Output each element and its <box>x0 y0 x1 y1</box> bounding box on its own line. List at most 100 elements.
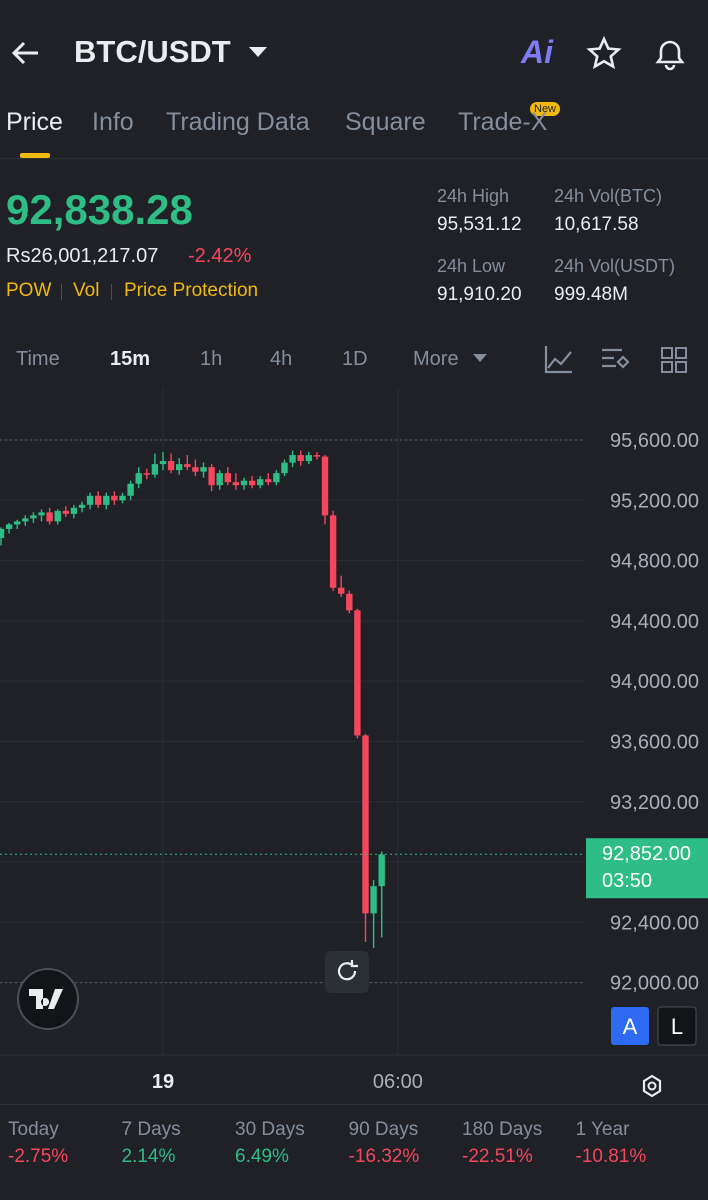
pair-dropdown[interactable] <box>248 45 268 59</box>
scale-button-label: L <box>671 1014 683 1039</box>
candle-body <box>176 464 183 471</box>
y-tick-label: 94,400.00 <box>610 611 699 633</box>
interval[interactable]: 1D <box>342 348 368 370</box>
tab-indicator <box>20 153 50 158</box>
chart-tools[interactable] <box>544 344 694 376</box>
candle-body <box>46 512 53 522</box>
y-tick-label: 92,400.00 <box>610 912 699 934</box>
tradingview-logo <box>17 968 79 1030</box>
interval[interactable]: More <box>413 348 459 370</box>
candle-body <box>257 479 264 486</box>
y-tick-label: 93,600.00 <box>610 731 699 753</box>
stat-value: 10,617.58 <box>554 214 639 235</box>
candle-body <box>265 479 272 483</box>
candle-body <box>321 456 329 516</box>
candle-body <box>135 473 142 484</box>
settings-icon <box>642 1074 662 1098</box>
candle-body <box>95 495 102 505</box>
tab[interactable]: Info <box>92 108 134 136</box>
candle-body <box>22 518 29 522</box>
candle-body <box>111 495 118 501</box>
candle-body <box>208 467 215 486</box>
stat-label: 24h Vol(BTC) <box>554 186 663 206</box>
interval[interactable]: 1h <box>200 348 223 370</box>
alert-button[interactable] <box>652 36 688 72</box>
period-label: 30 Days <box>235 1119 305 1140</box>
candlestick-chart: 92,000.0092,400.0092,800.0093,200.0093,6… <box>0 388 708 1108</box>
tab[interactable]: Square <box>345 108 426 136</box>
candle-body <box>289 455 296 463</box>
more-caret[interactable] <box>473 354 487 362</box>
tab[interactable]: Trading Data <box>166 108 310 136</box>
period-change: 6.49% <box>235 1146 289 1167</box>
candle-body <box>30 515 37 519</box>
candle-body <box>192 467 199 472</box>
candle-body <box>378 854 385 887</box>
logo-mark <box>29 989 63 1009</box>
period-label: 7 Days <box>121 1119 181 1140</box>
period-change: -16.32% <box>348 1146 420 1167</box>
tab[interactable]: Trade-X <box>458 108 548 136</box>
candle-body <box>248 480 256 486</box>
candle-body <box>329 515 337 588</box>
candle-body <box>78 504 86 508</box>
candle-body <box>62 510 69 514</box>
candle-body <box>338 587 345 594</box>
candle-body <box>200 467 207 472</box>
favorite-button[interactable] <box>586 36 622 70</box>
candle-body <box>70 507 78 514</box>
back-button[interactable] <box>10 38 42 68</box>
candle-body <box>362 735 369 914</box>
candle-body <box>103 495 110 505</box>
y-tick-label: 94,000.00 <box>610 671 699 693</box>
candle-body <box>143 473 150 475</box>
countdown: 03:50 <box>602 870 652 892</box>
ai-button[interactable]: Ai <box>521 34 553 70</box>
pair-title[interactable]: BTC/USDT <box>74 34 231 69</box>
logo-circle <box>17 968 79 1030</box>
y-tick-label: 94,800.00 <box>610 551 699 573</box>
fiat-price: Rs26,001,217.07 <box>6 245 159 267</box>
reset-button <box>325 951 369 993</box>
last-price-box <box>586 838 708 899</box>
tab[interactable]: Price <box>6 108 63 136</box>
candle-body <box>151 464 159 475</box>
x-tick-label: 19 <box>152 1071 174 1093</box>
candle-body <box>305 455 312 462</box>
candle-body <box>354 610 361 736</box>
scale-button[interactable] <box>611 1007 649 1045</box>
y-tick-label: 95,200.00 <box>610 490 699 512</box>
candle-body <box>216 473 223 486</box>
last-price-label: 92,852.00 <box>602 843 691 865</box>
y-tick-label: 93,200.00 <box>610 792 699 814</box>
tag-sep <box>111 284 112 300</box>
tag[interactable]: Vol <box>73 280 100 301</box>
stat-label: 24h Low <box>437 256 506 276</box>
tag[interactable]: Price Protection <box>124 280 259 301</box>
candle-body <box>281 462 288 474</box>
candle-body <box>5 524 13 529</box>
candle-body <box>167 461 175 471</box>
candle-body <box>0 528 5 538</box>
candle-body <box>313 455 321 457</box>
last-price: 92,838.28 <box>6 186 193 233</box>
candle-body <box>346 593 353 611</box>
tag[interactable]: POW <box>6 280 52 301</box>
scale-button[interactable] <box>657 1006 697 1046</box>
candle-body <box>232 482 240 486</box>
interval[interactable]: Time <box>16 348 60 370</box>
interval[interactable]: 15m <box>110 348 151 370</box>
period-divider <box>0 1104 708 1105</box>
period-change: 2.14% <box>121 1146 176 1167</box>
reset-icon <box>337 960 358 981</box>
candle-body <box>297 455 304 462</box>
candle-body <box>159 461 167 465</box>
price-change: -2.42% <box>188 245 252 267</box>
period-label: 180 Days <box>462 1119 543 1140</box>
y-tick-label: 95,600.00 <box>610 430 699 452</box>
stat-label: 24h Vol(USDT) <box>554 256 676 276</box>
y-tick-label: 92,000.00 <box>610 973 699 995</box>
stat-label: 24h High <box>437 186 510 206</box>
interval[interactable]: 4h <box>270 348 293 370</box>
settings-dot <box>647 1081 657 1091</box>
